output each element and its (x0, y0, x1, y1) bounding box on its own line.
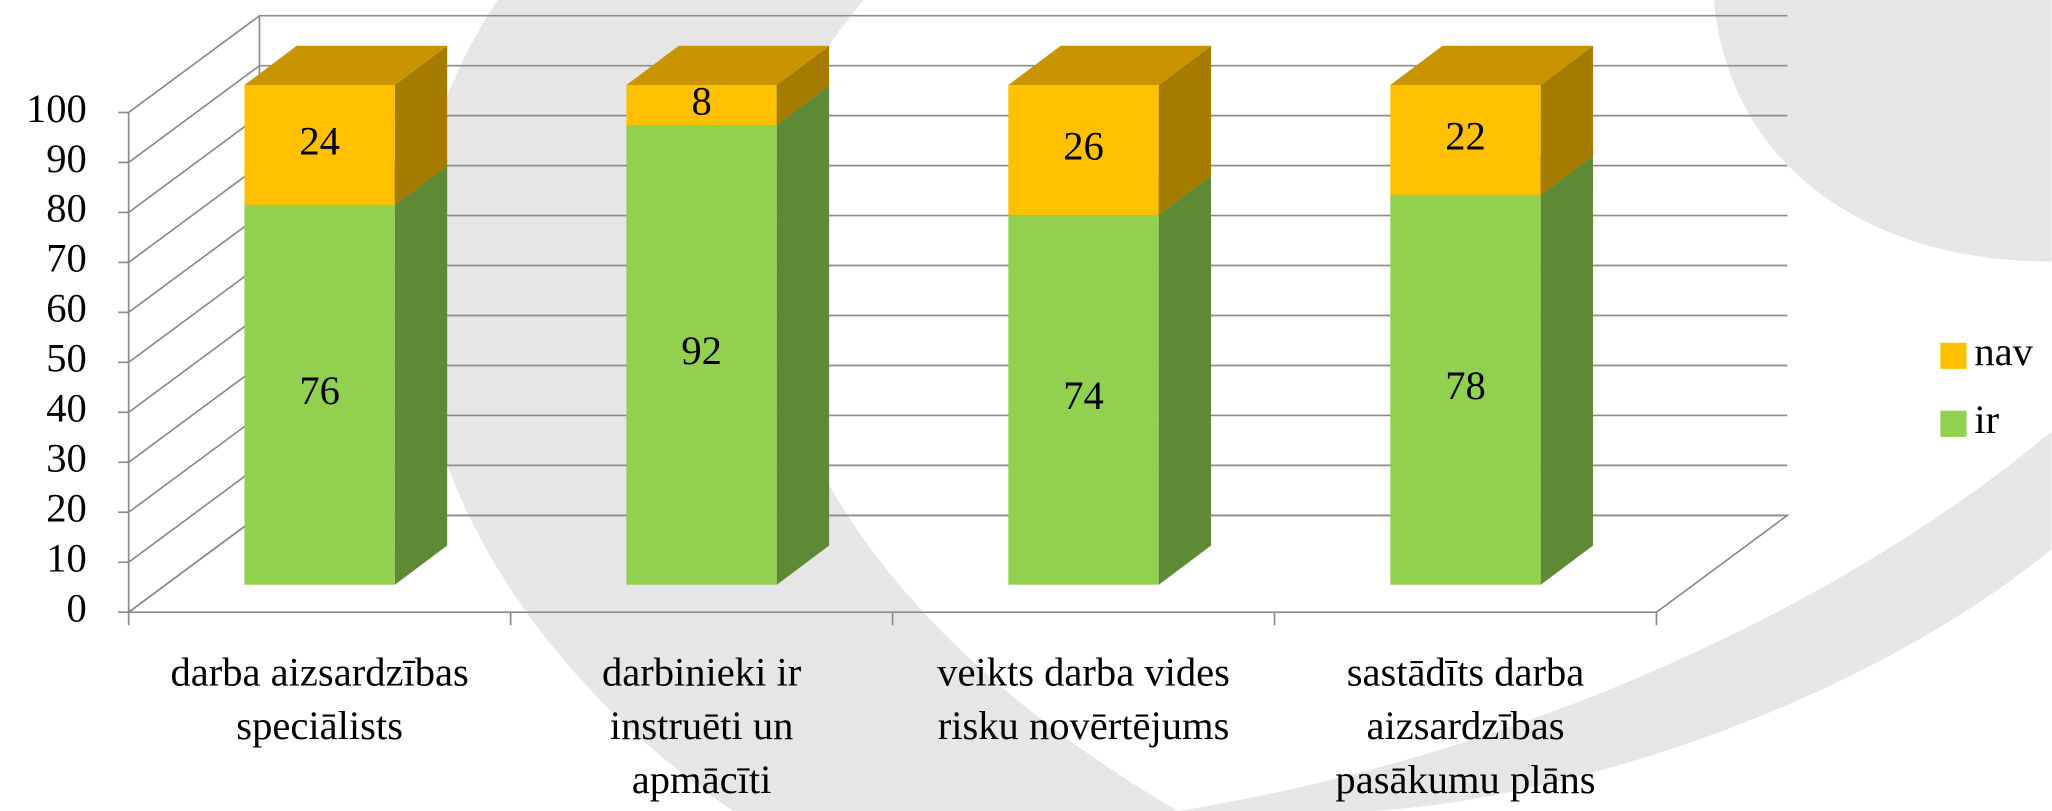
bar-front (1008, 214, 1159, 585)
bar-side (394, 165, 448, 585)
x-tick-label: apmācīti (632, 757, 772, 802)
legend-swatch (1940, 410, 1967, 437)
bar-front (244, 85, 395, 205)
x-tick-label: darbinieki ir (602, 650, 802, 695)
y-tick-label: 30 (46, 436, 87, 481)
y-tick-label: 100 (26, 86, 87, 131)
bar-top (244, 45, 448, 86)
legend-label: ir (1974, 397, 1999, 442)
value-label: 8 (691, 78, 711, 123)
x-tick-label: pasākumu plāns (1335, 757, 1595, 802)
x-tick-label: darba aizsardzības (170, 650, 468, 695)
y-tick-label: 20 (46, 486, 87, 531)
bar-front (1390, 194, 1541, 585)
y-tick-label: 0 (67, 585, 87, 630)
y-tick-label: 70 (46, 236, 87, 281)
y-tick-label: 10 (46, 536, 87, 581)
grid-line (128, 64, 1788, 164)
bar-side (776, 85, 830, 585)
x-tick-label: veikts darba vides (937, 650, 1230, 695)
bar-side (1158, 45, 1212, 215)
bar-side (1158, 175, 1212, 585)
x-tick-label: sastādīts darba (1347, 650, 1585, 695)
y-tick-label: 40 (46, 386, 87, 431)
bar-front (1390, 85, 1541, 195)
y-tick-label: 50 (46, 336, 87, 381)
bar-front (626, 124, 777, 585)
x-tick-label: speciālists (236, 703, 403, 748)
value-label: 24 (299, 118, 340, 163)
value-label: 22 (1445, 113, 1486, 158)
labels: 010 20 30 40 50 60 70 80 90 100 darba aizsardzības… (26, 78, 2034, 802)
bar-side (1540, 45, 1594, 195)
bar-side (1540, 155, 1594, 585)
bar-side (776, 45, 830, 125)
bar-side (394, 45, 448, 205)
decor-swoosh (1714, 0, 2052, 262)
x-tick-label: instruēti un (610, 703, 794, 748)
grid-line (128, 14, 1788, 114)
bar-front (244, 204, 395, 585)
decor-swoosh (1177, 431, 2052, 811)
bar-top (1008, 45, 1212, 86)
value-label: 74 (1063, 373, 1104, 418)
bar-top (626, 45, 830, 86)
decor-swoosh (413, 0, 1178, 811)
legend-label: nav (1974, 329, 2033, 374)
bar-front (1008, 85, 1159, 215)
value-label: 92 (681, 328, 722, 373)
y-tick-label: 80 (46, 186, 87, 231)
legend-swatch (1940, 342, 1967, 369)
y-tick-label: 60 (46, 286, 87, 331)
background-decor (413, 0, 2052, 811)
value-label: 26 (1063, 123, 1104, 168)
bar-top (1390, 45, 1594, 86)
x-tick-label: risku novērtējums (938, 703, 1230, 748)
bar-front (626, 85, 777, 125)
y-tick-label: 90 (46, 136, 87, 181)
value-label: 76 (299, 368, 340, 413)
value-label: 78 (1445, 363, 1486, 408)
bars (244, 45, 1594, 585)
x-tick-label: aizsardzības (1366, 703, 1564, 748)
